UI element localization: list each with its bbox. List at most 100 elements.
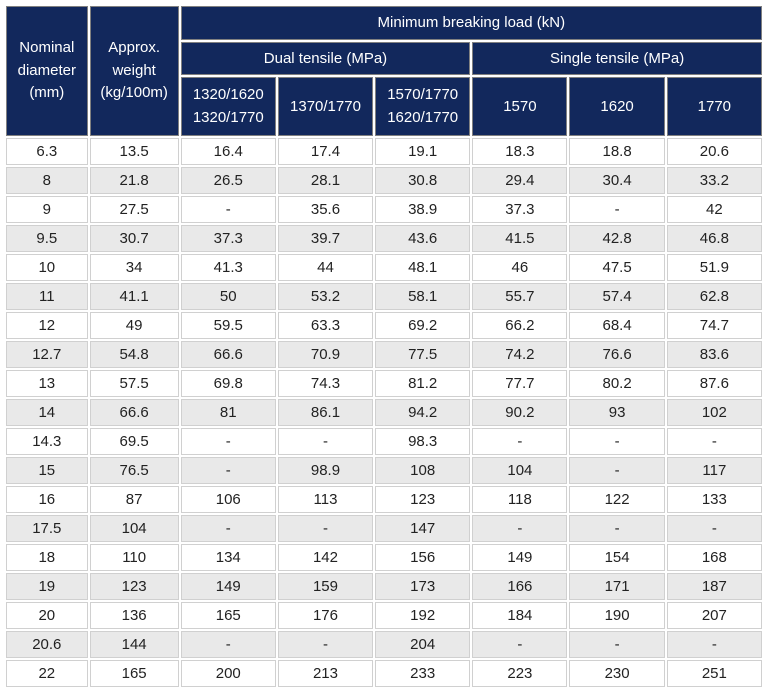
- col-single-1: 1570: [472, 77, 567, 136]
- table-cell: 98.9: [278, 457, 373, 484]
- table-cell: -: [569, 515, 664, 542]
- table-cell: 12.7: [6, 341, 88, 368]
- table-cell: 6.3: [6, 138, 88, 165]
- table-cell: 53.2: [278, 283, 373, 310]
- table-cell: 136: [90, 602, 179, 629]
- breaking-load-table: Nominal diameter (mm) Approx. weight (kg…: [4, 4, 764, 689]
- header-text: 1320/1620: [193, 86, 264, 103]
- table-cell: 204: [375, 631, 470, 658]
- table-row: 14.369.5--98.3---: [6, 428, 762, 455]
- table-row: 927.5-35.638.937.3-42: [6, 196, 762, 223]
- table-cell: 69.8: [181, 370, 276, 397]
- table-cell: 104: [472, 457, 567, 484]
- table-cell: 42: [667, 196, 762, 223]
- table-cell: 74.2: [472, 341, 567, 368]
- table-cell: -: [181, 457, 276, 484]
- table-cell: 41.1: [90, 283, 179, 310]
- table-cell: -: [278, 515, 373, 542]
- table-row: 17.5104--147---: [6, 515, 762, 542]
- table-cell: 30.4: [569, 167, 664, 194]
- header-text: (mm): [29, 84, 64, 101]
- table-cell: 8: [6, 167, 88, 194]
- table-cell: -: [667, 515, 762, 542]
- table-row: 18110134142156149154168: [6, 544, 762, 571]
- table-cell: 74.3: [278, 370, 373, 397]
- table-cell: 90.2: [472, 399, 567, 426]
- table-cell: 43.6: [375, 225, 470, 252]
- table-cell: 223: [472, 660, 567, 687]
- table-cell: 44: [278, 254, 373, 281]
- table-cell: 20: [6, 602, 88, 629]
- table-cell: 147: [375, 515, 470, 542]
- table-cell: 18.3: [472, 138, 567, 165]
- table-cell: 30.7: [90, 225, 179, 252]
- table-cell: -: [569, 457, 664, 484]
- table-cell: 34: [90, 254, 179, 281]
- table-cell: 74.7: [667, 312, 762, 339]
- table-cell: 154: [569, 544, 664, 571]
- table-cell: 83.6: [667, 341, 762, 368]
- table-cell: 29.4: [472, 167, 567, 194]
- table-cell: 149: [472, 544, 567, 571]
- table-cell: 230: [569, 660, 664, 687]
- table-row: 821.826.528.130.829.430.433.2: [6, 167, 762, 194]
- table-cell: -: [667, 631, 762, 658]
- table-cell: 13.5: [90, 138, 179, 165]
- table-cell: 26.5: [181, 167, 276, 194]
- table-cell: 37.3: [472, 196, 567, 223]
- table-row: 9.530.737.339.743.641.542.846.8: [6, 225, 762, 252]
- table-cell: -: [181, 428, 276, 455]
- table-cell: 168: [667, 544, 762, 571]
- table-cell: 51.9: [667, 254, 762, 281]
- table-cell: 233: [375, 660, 470, 687]
- col-approx-weight: Approx. weight (kg/100m): [90, 6, 179, 136]
- table-cell: 20.6: [667, 138, 762, 165]
- header-text: diameter: [18, 62, 76, 79]
- table-cell: 20.6: [6, 631, 88, 658]
- table-cell: -: [569, 631, 664, 658]
- table-cell: 81.2: [375, 370, 470, 397]
- table-cell: 123: [375, 486, 470, 513]
- table-row: 1141.15053.258.155.757.462.8: [6, 283, 762, 310]
- table-cell: 165: [181, 602, 276, 629]
- table-cell: 87.6: [667, 370, 762, 397]
- table-cell: -: [181, 515, 276, 542]
- table-cell: 207: [667, 602, 762, 629]
- table-cell: 30.8: [375, 167, 470, 194]
- table-cell: 142: [278, 544, 373, 571]
- table-row: 6.313.516.417.419.118.318.820.6: [6, 138, 762, 165]
- table-cell: 9: [6, 196, 88, 223]
- table-cell: 190: [569, 602, 664, 629]
- table-cell: 98.3: [375, 428, 470, 455]
- table-cell: 18.8: [569, 138, 664, 165]
- header-text: Approx.: [108, 39, 160, 56]
- table-cell: 66.6: [90, 399, 179, 426]
- table-cell: 251: [667, 660, 762, 687]
- col-dual-tensile: Dual tensile (MPa): [181, 42, 471, 76]
- header-text: (kg/100m): [100, 84, 168, 101]
- table-cell: 28.1: [278, 167, 373, 194]
- header-text: 1620/1770: [387, 109, 458, 126]
- table-cell: 17.4: [278, 138, 373, 165]
- table-cell: -: [667, 428, 762, 455]
- table-row: 1466.68186.194.290.293102: [6, 399, 762, 426]
- table-cell: 57.5: [90, 370, 179, 397]
- table-cell: 134: [181, 544, 276, 571]
- table-cell: 59.5: [181, 312, 276, 339]
- table-cell: 63.3: [278, 312, 373, 339]
- table-row: 19123149159173166171187: [6, 573, 762, 600]
- table-row: 20.6144--204---: [6, 631, 762, 658]
- table-cell: 39.7: [278, 225, 373, 252]
- table-cell: 80.2: [569, 370, 664, 397]
- table-cell: 76.5: [90, 457, 179, 484]
- table-cell: 77.5: [375, 341, 470, 368]
- table-cell: 110: [90, 544, 179, 571]
- table-cell: 38.9: [375, 196, 470, 223]
- table-cell: 200: [181, 660, 276, 687]
- table-cell: 37.3: [181, 225, 276, 252]
- table-cell: 149: [181, 573, 276, 600]
- table-cell: 94.2: [375, 399, 470, 426]
- col-single-tensile: Single tensile (MPa): [472, 42, 762, 76]
- table-cell: 165: [90, 660, 179, 687]
- table-row: 1687106113123118122133: [6, 486, 762, 513]
